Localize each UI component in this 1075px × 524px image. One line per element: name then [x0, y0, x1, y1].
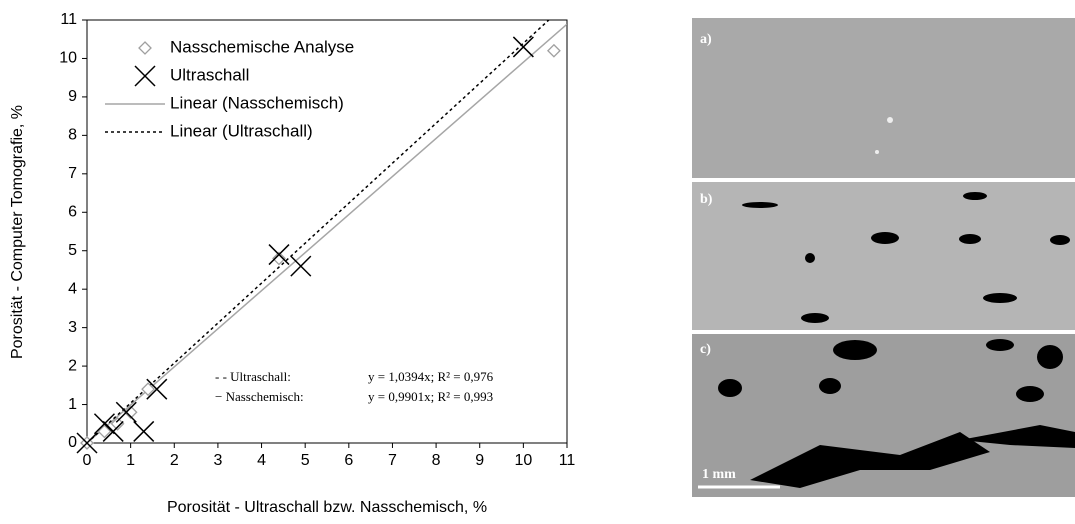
pore — [1050, 235, 1070, 245]
x-point — [513, 37, 533, 57]
pore — [871, 232, 899, 244]
y-tick-label: 11 — [60, 11, 77, 28]
y-tick-label: 5 — [68, 242, 77, 259]
pore — [986, 339, 1014, 351]
pore — [959, 234, 981, 244]
x-tick-label: 2 — [170, 452, 179, 469]
annotation-text: y = 0,9901x; R² = 0,993 — [368, 389, 493, 404]
pore — [833, 340, 877, 360]
x-tick-label: 10 — [514, 452, 532, 469]
y-tick-label: 7 — [68, 165, 77, 182]
x-axis-label: Porosität - Ultraschall bzw. Nasschemisc… — [167, 499, 487, 516]
panel-label: b) — [700, 192, 713, 207]
legend-label: Nasschemische Analyse — [170, 37, 354, 56]
y-tick-label: 3 — [68, 319, 77, 336]
fit-line — [87, 3, 567, 443]
legend-label: Ultraschall — [170, 65, 249, 84]
x-tick-label: 8 — [432, 452, 441, 469]
pore — [718, 379, 742, 397]
x-tick-label: 4 — [257, 452, 266, 469]
diamond-shape — [548, 45, 560, 57]
x-tick-label: 11 — [559, 452, 576, 469]
diamond-point — [139, 42, 151, 54]
scale-bar-label: 1 mm — [702, 467, 736, 482]
y-tick-label: 2 — [68, 357, 77, 374]
x-tick-label: 6 — [344, 452, 353, 469]
x-tick-label: 7 — [388, 452, 397, 469]
pore — [963, 192, 987, 200]
annotation-label: − Nasschemisch: — [215, 389, 304, 404]
fit-line — [87, 24, 567, 443]
x-tick-label: 5 — [301, 452, 310, 469]
plot-area — [87, 3, 567, 443]
pore — [1037, 345, 1063, 369]
x-point — [134, 421, 154, 441]
pore — [801, 313, 829, 323]
diamond-shape — [139, 42, 151, 54]
pore — [805, 253, 815, 263]
y-tick-label: 1 — [68, 396, 77, 413]
pore — [742, 202, 778, 208]
speck — [887, 117, 893, 123]
speck — [875, 150, 879, 154]
panel-label: a) — [700, 32, 712, 47]
legend-label: Linear (Nasschemisch) — [170, 93, 344, 112]
x-tick-label: 0 — [83, 452, 92, 469]
y-axis-label: Porosität - Computer Tomografie, % — [9, 105, 26, 359]
panel-image — [692, 334, 1075, 497]
panel-label: c) — [700, 342, 711, 357]
panel-image — [692, 18, 1075, 178]
y-tick-label: 9 — [68, 88, 77, 105]
diamond-point — [548, 45, 560, 57]
x-tick-label: 3 — [213, 452, 222, 469]
x-point — [291, 256, 311, 276]
annotation-label: - - Ultraschall: — [215, 369, 291, 384]
pore — [1016, 386, 1044, 402]
legend-marker — [135, 66, 155, 86]
y-tick-label: 4 — [68, 280, 77, 297]
annotation-text: y = 1,0394x; R² = 0,976 — [368, 369, 494, 384]
x-tick-label: 9 — [475, 452, 484, 469]
x-point — [135, 66, 155, 86]
y-tick-label: 6 — [68, 203, 77, 220]
figure: Porosität - Ultraschall bzw. Nasschemisc… — [0, 0, 1075, 519]
y-tick-label: 8 — [68, 127, 77, 144]
micrograph: a) b) c) 1 mm — [692, 18, 1075, 497]
pore — [983, 293, 1017, 303]
y-tick-label: 10 — [59, 50, 77, 67]
y-tick-label: 0 — [68, 434, 77, 451]
pore — [819, 378, 841, 394]
x-tick-label: 1 — [126, 452, 135, 469]
legend-marker — [139, 42, 151, 54]
legend-label: Linear (Ultraschall) — [170, 121, 313, 140]
